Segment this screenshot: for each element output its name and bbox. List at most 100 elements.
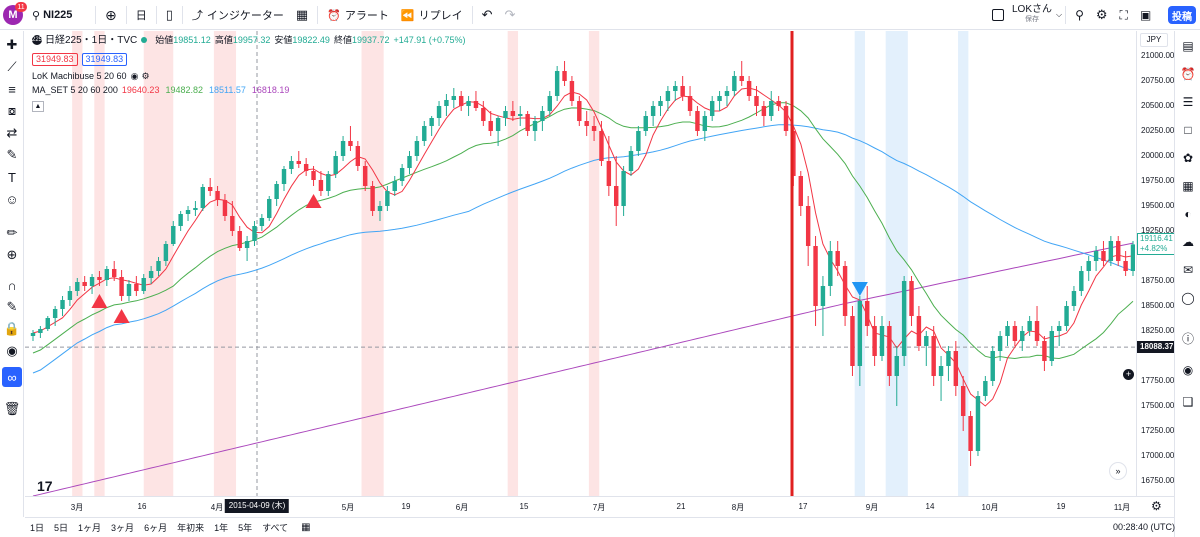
chat-icon[interactable]: ✉ [1182,263,1194,277]
replay-button[interactable]: ⏪ リプレイ [400,9,463,23]
alerts-clock-icon[interactable]: ⏰ [1180,67,1196,81]
publish-button[interactable]: 投稿 [1168,6,1196,24]
sell-price-box[interactable]: 31949.83 [32,52,78,66]
candle-body [163,244,169,261]
search-icon[interactable]: ⚲ [32,9,41,22]
currency-button[interactable]: JPY [1140,33,1168,47]
templates-icon[interactable]: ▦ [295,7,309,22]
eye-icon[interactable]: ◉ [130,70,139,81]
watchlist-icon[interactable]: ▤ [1182,39,1194,53]
clock[interactable]: 00:28:40 (UTC) [1112,522,1175,532]
low-value: 19822.49 [292,34,330,45]
plugin-icon[interactable]: ❑ [1182,395,1194,409]
candle-body [1130,244,1135,271]
quick-search-icon[interactable]: ⚲ [1075,8,1084,22]
trend-line-icon[interactable]: ⟋ [7,59,17,74]
candle-body [909,281,914,316]
forecast-icon[interactable]: ⇄ [6,125,18,140]
bell-icon[interactable]: ◉ [1182,363,1194,377]
calendar-icon[interactable]: ▦ [1182,179,1194,193]
symbol-search-button[interactable]: NI225 [43,9,73,21]
chart-pane[interactable] [25,31,1135,496]
gear-icon[interactable]: ⚙ [141,70,150,81]
candle-body [1049,331,1055,361]
symbol-title[interactable]: 日経225・1日・TVC [45,34,138,46]
redo-icon[interactable]: ↷ [504,7,516,22]
time-tick-label: 14 [925,502,935,511]
camera-icon[interactable]: ▣ [1139,8,1152,22]
trash-icon[interactable]: 🗑 [3,401,21,416]
layout-name[interactable]: LOKさん 保存 [1012,4,1053,24]
range-button[interactable]: 5日 [54,523,69,533]
candle-body [222,200,228,216]
range-button[interactable]: 5年 [238,523,253,533]
help-icon[interactable]: ⓘ [1181,331,1194,346]
fullscreen-icon[interactable]: ⛶ [1119,7,1128,22]
alert-button[interactable]: ⏰ アラート [327,9,389,23]
open-value: 19851.12 [173,34,211,45]
range-button[interactable]: 年初来 [177,523,205,533]
text-icon[interactable]: T [8,169,16,185]
chevron-down-icon[interactable]: ⌵ [1056,10,1063,19]
buy-price-box[interactable]: 31949.83 [81,52,128,66]
gear-icon[interactable]: ⚙ [1095,7,1108,22]
buy-signal-triangle [305,194,322,208]
tradingview-logo-icon[interactable]: 17 [37,478,53,494]
buy-signal-triangle [113,309,130,323]
layout-square-icon[interactable] [992,9,1004,21]
streams-icon[interactable]: ◯ [1181,291,1195,305]
candle-body [614,186,619,206]
jump-to-latest-icon[interactable]: » [1109,462,1127,480]
emoji-icon[interactable]: ☺ [5,191,19,207]
magnet-icon[interactable]: ∩ [7,277,17,293]
range-button[interactable]: 1ヶ月 [78,523,102,533]
price-axis[interactable]: 21000.00 20750.00 20500.00 20250.00 20000.00… [1136,31,1175,496]
range-button[interactable]: 1年 [214,523,229,533]
indicators-button[interactable]: ⤴ インジケーター [186,0,290,30]
range-button[interactable]: 6ヶ月 [144,523,168,533]
add-symbol-icon[interactable]: ⊕ [105,6,117,23]
candle-body [45,318,50,329]
current-price-label: 19116.41 +4.82% [1137,233,1175,256]
indicator-ma-set[interactable]: MA_SET 5 20 60 200 [32,84,118,95]
zoom-in-icon[interactable]: ⊕ [6,247,18,262]
hotlists-icon[interactable]: ✿ [1182,151,1194,165]
crosshair-add-icon[interactable]: + [1123,369,1134,380]
time-axis[interactable]: 3月 16 4月 5月 19 6月 15 7月 21 8月 17 9月 14 10月 19 11月 2015-… [25,496,1175,516]
time-tick-label: 21 [676,502,686,511]
fib-icon[interactable]: ≡ [8,81,16,97]
candle-body [67,291,73,300]
indicator-machibuse[interactable]: LoK Machibuse 5 20 60 [32,70,127,81]
collapse-legend-icon[interactable]: ▲ [32,100,44,112]
brush-icon[interactable]: ✎ [6,147,18,162]
range-button[interactable]: すべて [262,523,289,533]
candle-body [1027,321,1032,331]
ideas-icon[interactable]: ☁ [1182,235,1194,249]
goto-date-icon[interactable]: ▦ [301,522,311,533]
axis-settings-icon[interactable]: ⚙ [1151,499,1162,513]
candle-body [200,187,206,208]
screener-icon[interactable]: ◐ [1184,207,1192,221]
candle-body [901,281,907,356]
price-tick-label: 17750.00 [1141,376,1175,385]
range-button[interactable]: 1日 [30,523,45,533]
candle-body [274,184,279,199]
eye-icon[interactable]: ◉ [6,343,18,358]
interval-button[interactable]: 日 [135,10,147,22]
news-icon[interactable]: □ [1184,123,1192,137]
highlight-band [854,31,866,496]
candle-body [938,366,944,376]
high-value: 19957.32 [232,34,271,45]
lock-icon[interactable]: 🔒 [3,321,21,336]
stay-drawing-icon[interactable]: ✎ [6,299,18,314]
pattern-icon[interactable]: ⧇ [7,103,17,118]
undo-icon[interactable]: ↶ [481,7,493,22]
object-tree-icon[interactable]: ☰ [1182,95,1194,109]
price-chart[interactable] [25,31,1135,496]
ruler-icon[interactable]: ✏ [6,225,18,240]
candle-body [466,101,471,106]
crosshair-icon[interactable]: ✚ [6,37,18,52]
range-button[interactable]: 3ヶ月 [111,523,135,533]
link-icon[interactable]: ∞ [2,367,22,387]
candle-style-icon[interactable]: ▯ [165,7,173,22]
